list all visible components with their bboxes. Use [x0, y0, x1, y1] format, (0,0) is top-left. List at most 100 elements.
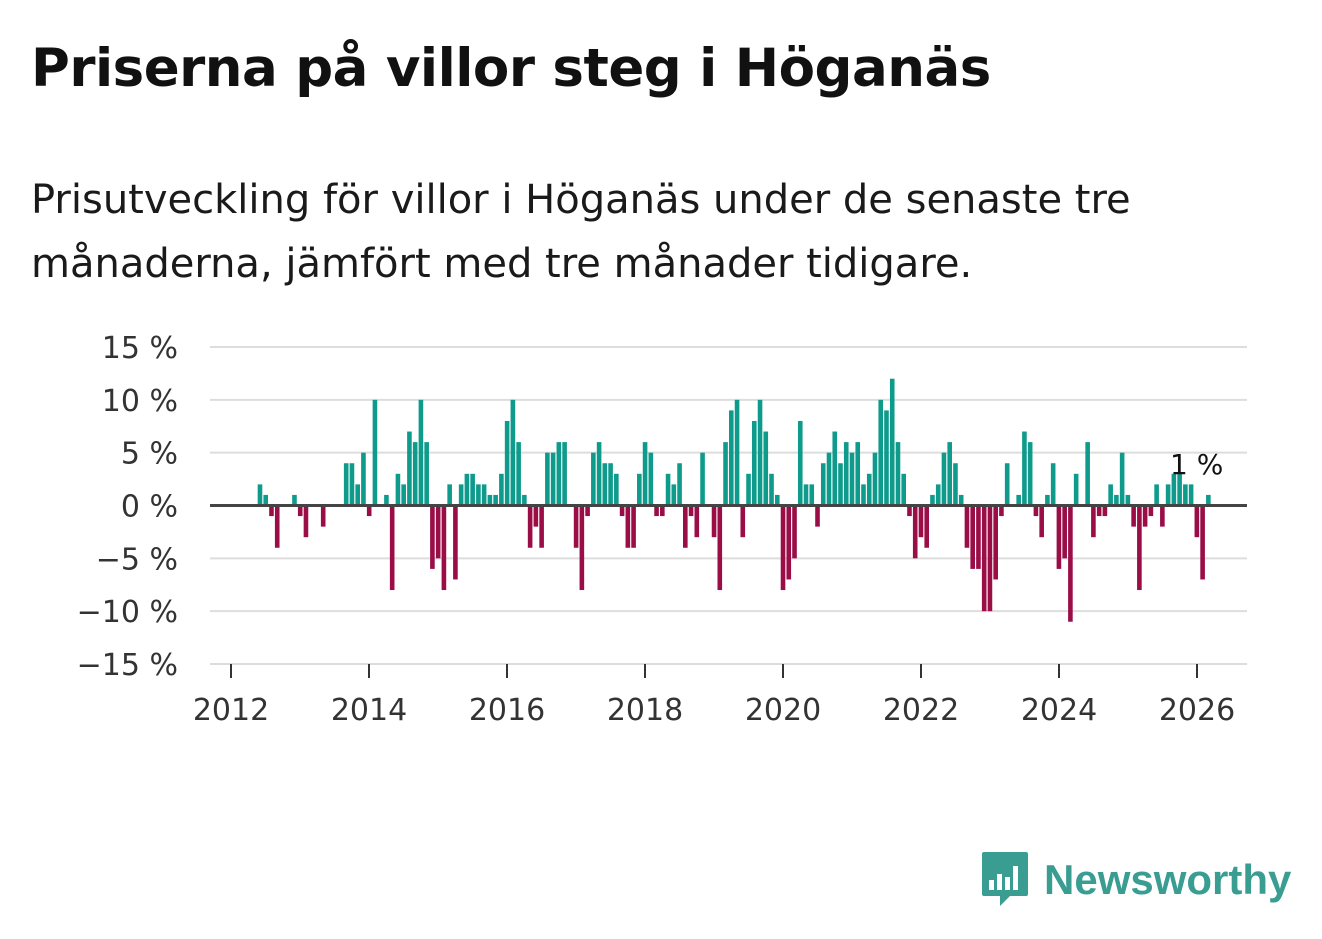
bar-positive: [349, 463, 355, 506]
bar-negative: [303, 505, 309, 538]
bar-negative: [1131, 505, 1136, 527]
bar-positive: [872, 452, 878, 506]
bar-chart-speech-icon: [982, 852, 1028, 906]
y-tick-label: 0 %: [121, 490, 178, 525]
bar-negative: [389, 505, 395, 591]
bar-positive: [849, 452, 855, 506]
bar-positive: [458, 484, 464, 506]
bar-negative: [585, 505, 590, 517]
newsworthy-logo: Newsworthy: [980, 850, 1291, 910]
bar-positive: [889, 378, 895, 506]
chart-title: Priserna på villor steg i Höganäs: [31, 38, 991, 99]
bar-negative: [274, 505, 280, 548]
bar-positive: [671, 484, 677, 506]
bar-positive: [930, 494, 935, 506]
bar-positive: [734, 399, 740, 506]
bar-negative: [1194, 505, 1200, 538]
bar-positive: [803, 484, 809, 506]
latest-value-annotation: 1 %: [1170, 448, 1223, 481]
bar-positive: [407, 431, 412, 506]
bar-positive: [1045, 494, 1050, 506]
y-tick-label: −5 %: [96, 542, 178, 577]
bar-positive: [1016, 494, 1021, 506]
bar-positive: [424, 442, 429, 506]
bar-positive: [1004, 463, 1010, 506]
bar-negative: [976, 505, 981, 569]
bar-positive: [866, 473, 872, 506]
bar-positive: [820, 463, 826, 506]
bar-positive: [395, 473, 401, 506]
bar-negative: [1102, 505, 1108, 517]
bar-negative: [918, 505, 924, 538]
bar-negative: [711, 505, 717, 538]
bar-positive: [372, 399, 378, 506]
x-tick-label: 2026: [1159, 693, 1235, 728]
bar-positive: [556, 442, 562, 506]
bar-positive: [809, 484, 815, 506]
bar-positive: [447, 484, 452, 506]
bar-positive: [355, 484, 360, 506]
bar-negative: [1056, 505, 1062, 569]
bar-negative: [527, 505, 533, 548]
bar-positive: [504, 420, 510, 506]
bar-chart: 15 % 10 % 5 % 0 % −5 % −10 % −15 % 2012 2014 201…: [77, 331, 1247, 728]
bar-positive: [677, 463, 682, 506]
bar-negative: [792, 505, 797, 559]
bar-positive: [591, 452, 596, 506]
bar-positive: [763, 431, 769, 506]
bar-negative: [366, 505, 372, 517]
bar-positive: [953, 463, 958, 506]
bar-positive: [562, 442, 567, 506]
bar-positive: [855, 442, 861, 506]
bar-negative: [740, 505, 746, 538]
bar-negative: [619, 505, 625, 517]
bar-negative: [1091, 505, 1096, 538]
bar-positive: [861, 484, 866, 506]
bar-positive: [757, 399, 763, 506]
bar-positive: [470, 473, 475, 506]
bar-negative: [1068, 505, 1073, 622]
bar-negative: [981, 505, 987, 612]
bar-positive: [958, 494, 964, 506]
bar-negative: [453, 505, 458, 580]
bar-positive: [769, 473, 774, 506]
bar-negative: [1062, 505, 1067, 559]
bar-negative: [970, 505, 975, 569]
x-tick-label: 2012: [193, 693, 269, 728]
bar-negative: [297, 505, 303, 517]
bar-positive: [832, 431, 838, 506]
bar-positive: [1073, 473, 1079, 506]
bar-positive: [665, 473, 671, 506]
bar-positive: [510, 399, 516, 506]
bar-positive: [723, 442, 728, 506]
bar-positive: [1022, 431, 1027, 506]
bar-positive: [608, 463, 613, 506]
bar-negative: [320, 505, 326, 527]
bar-negative: [1200, 505, 1205, 580]
bar-positive: [838, 463, 843, 506]
y-tick-label: 15 %: [102, 331, 178, 366]
bar-positive: [648, 452, 654, 506]
bar-positive: [1188, 484, 1194, 506]
bar-negative: [1033, 505, 1039, 517]
bar-positive: [1027, 442, 1033, 506]
bar-negative: [441, 505, 447, 591]
bar-positive: [614, 473, 619, 506]
bar-positive: [487, 494, 493, 506]
bar-negative: [533, 505, 539, 527]
bar-positive: [257, 484, 263, 506]
bar-negative: [625, 505, 631, 548]
bar-positive: [878, 399, 884, 506]
y-tick-label: −15 %: [77, 648, 178, 683]
bar-positive: [516, 442, 521, 506]
bar-negative: [1160, 505, 1165, 527]
bar-positive: [499, 473, 504, 506]
bar-positive: [1085, 442, 1090, 506]
bar-positive: [412, 442, 418, 506]
x-tick-label: 2022: [883, 693, 959, 728]
bar-negative: [539, 505, 544, 548]
bar-positive: [596, 442, 602, 506]
bar-positive: [947, 442, 953, 506]
bar-positive: [1183, 484, 1188, 506]
bar-positive: [797, 420, 803, 506]
